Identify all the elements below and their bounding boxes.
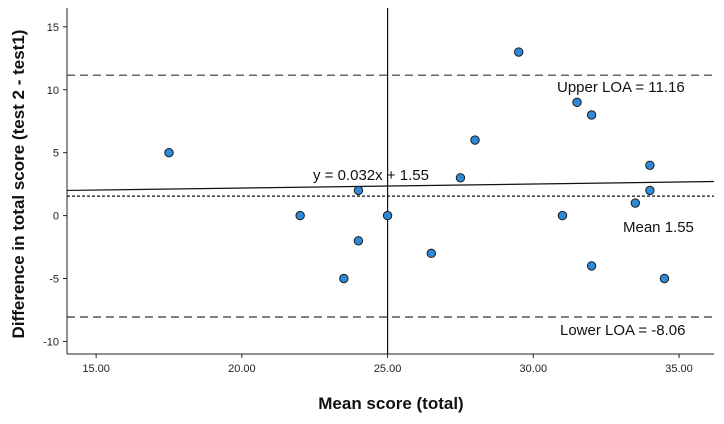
x-tick-label: 35.00 xyxy=(665,363,693,375)
data-point xyxy=(353,185,364,196)
lower-loa-label: Lower LOA = -8.06 xyxy=(560,322,686,339)
regression-line xyxy=(66,180,715,192)
data-point xyxy=(514,47,524,57)
data-point xyxy=(586,261,597,271)
x-axis-label: Mean score (total) xyxy=(318,394,463,413)
plot-area xyxy=(66,8,714,355)
y-axis-label: Difference in total score (test 2 - test… xyxy=(9,30,28,339)
upper-loa-label: Upper LOA = 11.16 xyxy=(557,79,685,96)
data-point xyxy=(470,135,480,145)
x-tick-label: 20.00 xyxy=(228,363,256,375)
data-point xyxy=(630,198,641,208)
y-tick-label: -5 xyxy=(49,274,59,286)
y-axis-ticks: -10 -5 0 5 10 15 xyxy=(43,22,67,348)
data-point xyxy=(382,210,393,221)
regression-label: y = 0.032x + 1.55 xyxy=(313,167,429,184)
data-point xyxy=(586,110,597,120)
x-tick-label: 30.00 xyxy=(520,363,548,375)
y-tick-label: 15 xyxy=(47,22,59,34)
data-point xyxy=(426,248,437,259)
y-tick-label: 0 xyxy=(53,211,59,223)
data-points xyxy=(164,47,670,284)
data-point xyxy=(645,185,655,196)
data-point xyxy=(557,210,568,221)
data-point xyxy=(164,147,174,158)
data-point xyxy=(339,273,349,284)
data-point xyxy=(455,173,466,183)
data-point xyxy=(295,210,305,221)
annotations: y = 0.032x + 1.55 Upper LOA = 11.16 Mean… xyxy=(313,79,694,339)
y-tick-label: -10 xyxy=(43,336,59,348)
y-tick-label: 5 xyxy=(53,148,59,160)
x-axis-ticks: 15.00 20.00 25.00 30.00 35.00 xyxy=(82,354,693,375)
y-tick-label: 10 xyxy=(47,85,59,97)
data-point xyxy=(353,236,364,246)
x-tick-label: 25.00 xyxy=(374,363,402,375)
reference-lines xyxy=(66,8,715,354)
data-point xyxy=(572,97,582,108)
x-tick-label: 15.00 xyxy=(82,363,110,375)
data-point xyxy=(645,160,655,170)
data-point xyxy=(659,273,670,284)
mean-label: Mean 1.55 xyxy=(623,219,694,236)
